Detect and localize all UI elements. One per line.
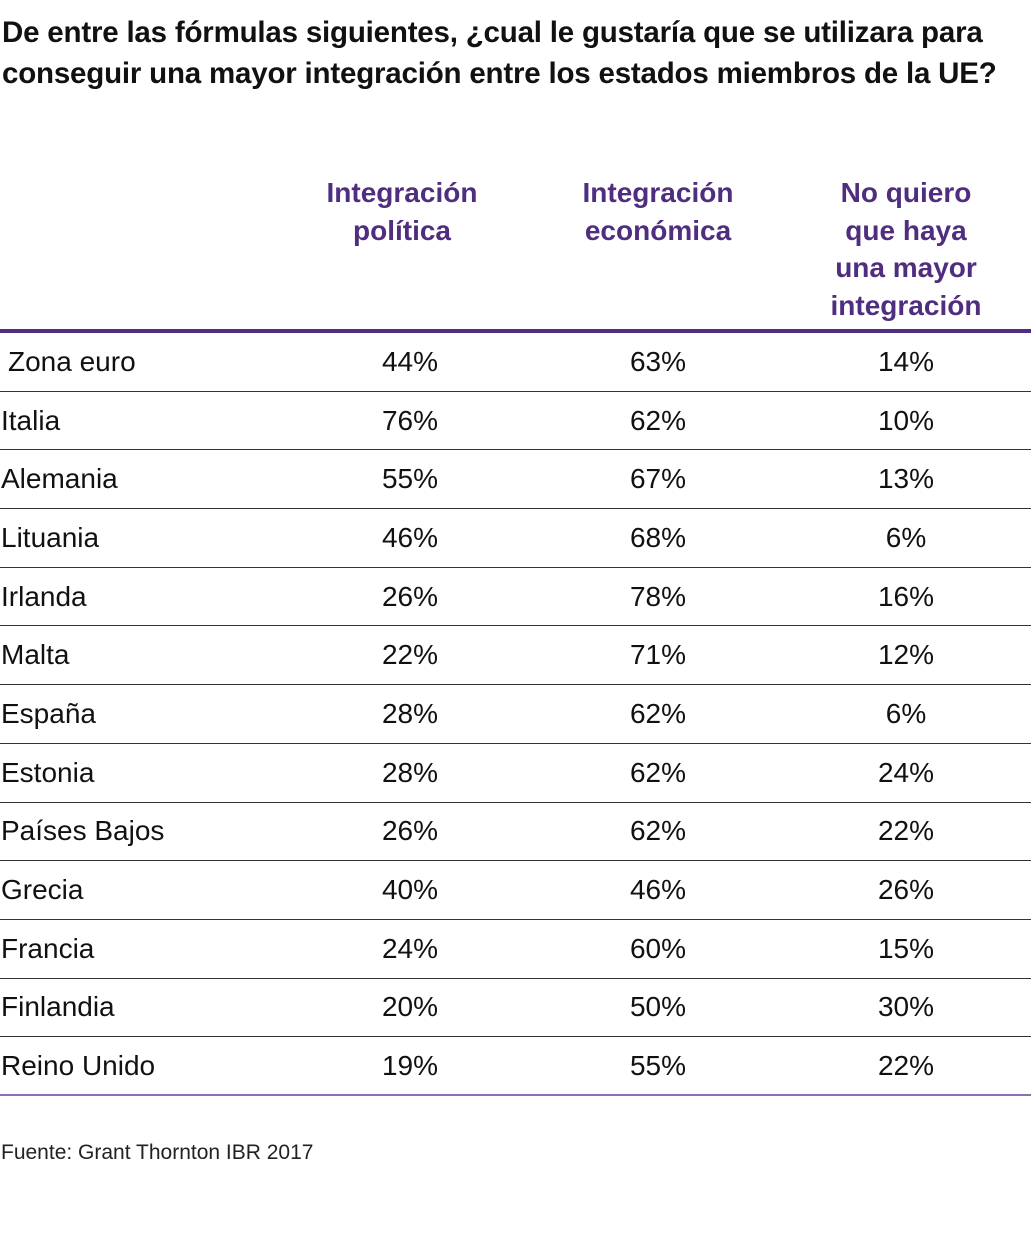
table-row: España 28% 62% 6% (0, 685, 1031, 744)
table-cell-value: 67% (629, 463, 687, 495)
source-note: Fuente: Grant Thornton IBR 2017 (1, 1141, 314, 1164)
table-cell-value: 26% (381, 815, 439, 847)
row-label: España (1, 697, 96, 729)
table-cell-value: 71% (629, 639, 687, 671)
row-label: Reino Unido (1, 1049, 156, 1081)
table-body: Zona euro 44% 63% 14% Italia 76% 62% 10% Alemani… (0, 333, 1031, 1096)
table-row: Países Bajos 26% 62% 22% (0, 803, 1031, 862)
chart-title: De entre las fórmulas siguientes, ¿cual … (2, 16, 997, 90)
table-cell-value: 55% (381, 463, 439, 495)
table-row: Alemania 55% 67% 13% (0, 450, 1031, 510)
table-cell-value: 15% (877, 932, 935, 964)
table-cell-value: 68% (629, 521, 687, 553)
table-cell-value: 16% (877, 580, 935, 612)
table-cell-value: 30% (877, 991, 935, 1023)
row-label: Italia (1, 404, 61, 436)
table-cell-value: 62% (629, 697, 687, 729)
header-line: una mayor (835, 252, 977, 283)
table-cell-value: 13% (877, 463, 935, 495)
table-cell-value: 78% (629, 580, 687, 612)
table-cell-value: 22% (877, 1049, 935, 1081)
table-cell-value: 24% (877, 756, 935, 788)
row-label: Irlanda (1, 580, 87, 612)
header-line: económica (584, 214, 732, 246)
table-cell-value: 22% (381, 639, 439, 671)
table-cell-value: 62% (629, 404, 687, 436)
row-label: Zona euro (8, 345, 136, 377)
header-line: que haya (845, 214, 967, 246)
table-row: Italia 76% 62% 10% (0, 392, 1031, 451)
row-label: Alemania (1, 463, 118, 495)
table-row: Finlandia 20% 50% 30% (0, 979, 1031, 1038)
table-row: Estonia 28% 62% 24% (0, 744, 1031, 803)
table-row: Lituania 46% 68% 6% (0, 509, 1031, 568)
header-line: política (352, 214, 451, 246)
header-line: Integración (326, 177, 478, 208)
header-line: integración (830, 289, 982, 321)
row-label: Francia (1, 932, 95, 964)
row-label: Grecia (1, 874, 84, 906)
table-cell-value: 40% (381, 874, 439, 906)
table-cell-value: 24% (381, 932, 439, 964)
table-cell-value: 6% (885, 521, 927, 553)
column-header-integracion-politica: Integración política (292, 174, 512, 249)
table-cell-value: 26% (381, 580, 439, 612)
table-cell-value: 50% (629, 991, 687, 1023)
row-label: Lituania (1, 521, 100, 553)
table-cell-value: 14% (877, 345, 935, 377)
table-row: Malta 22% 71% 12% (0, 626, 1031, 686)
table-cell-value: 12% (877, 639, 935, 671)
table-cell-value: 22% (877, 815, 935, 847)
table-cell-value: 20% (381, 991, 439, 1023)
table-cell-value: 55% (629, 1049, 687, 1081)
table-row: Irlanda 26% 78% 16% (0, 568, 1031, 627)
header-line: No quiero (840, 177, 972, 208)
table-cell-value: 10% (877, 404, 935, 436)
table-cell-value: 44% (381, 345, 439, 377)
table-cell-value: 46% (629, 874, 687, 906)
table-row: Grecia 40% 46% 26% (0, 861, 1031, 920)
table-cell-value: 28% (381, 756, 439, 788)
table-cell-value: 19% (381, 1049, 439, 1081)
table-cell-value: 6% (885, 697, 927, 729)
table-row: Francia 24% 60% 15% (0, 920, 1031, 979)
row-label: Estonia (1, 756, 95, 788)
table-cell-value: 62% (629, 756, 687, 788)
column-header-no-mayor-integracion: No quiero que haya una mayor integración (796, 174, 1016, 324)
table-cell-value: 62% (629, 815, 687, 847)
row-label: Países Bajos (1, 815, 165, 847)
table-cell-value: 76% (381, 404, 439, 436)
table-cell-value: 60% (629, 932, 687, 964)
table-cell-value: 63% (629, 345, 687, 377)
header-divider (0, 329, 1031, 333)
column-header-integracion-economica: Integración económica (548, 174, 768, 249)
table-cell-value: 46% (381, 521, 439, 553)
header-line: Integración (582, 177, 734, 208)
table-cell-value: 26% (877, 874, 935, 906)
row-label: Finlandia (1, 991, 115, 1023)
table-row: Reino Unido 19% 55% 22% (0, 1037, 1031, 1096)
table-cell-value: 28% (381, 697, 439, 729)
row-label: Malta (1, 639, 70, 671)
table-row: Zona euro 44% 63% 14% (0, 333, 1031, 392)
